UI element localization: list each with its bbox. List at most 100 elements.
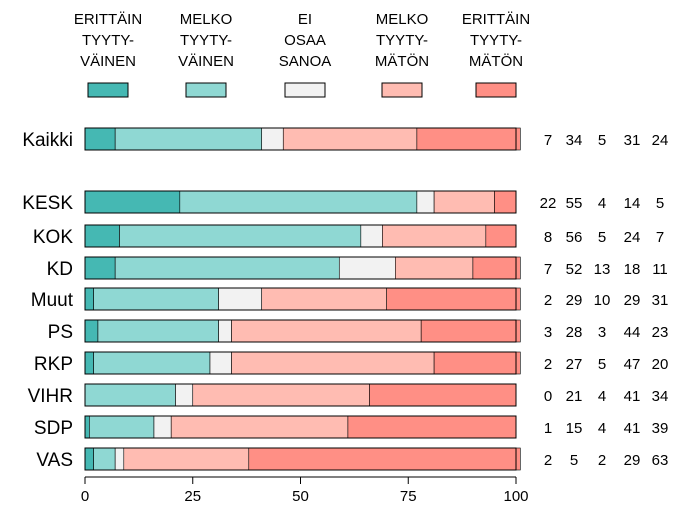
value-label: 31 [624, 132, 641, 149]
bar-segment [416, 190, 435, 214]
legend: ERITTÄIN TYYTY- VÄINEN MELKO TYYTY- VÄINEN EI O… [74, 11, 530, 98]
bar-segment [416, 127, 521, 151]
value-label: 63 [652, 452, 669, 469]
value-label: 10 [594, 292, 611, 309]
bar-segment [338, 256, 396, 280]
value-label: 2 [544, 292, 552, 309]
bar-segment [218, 287, 263, 311]
row-label: PS [48, 322, 73, 343]
bar-outline [84, 383, 517, 407]
legend-label: TYYTY- [470, 32, 522, 49]
bar-outline [84, 351, 517, 375]
legend-swatch [185, 82, 227, 98]
legend-swatch [284, 82, 326, 98]
bar-segment [84, 447, 94, 471]
bar-segment [175, 383, 194, 407]
bar-segment [192, 383, 370, 407]
bar-segment [360, 224, 383, 248]
bar-segment [84, 224, 120, 248]
value-label: 21 [566, 388, 583, 405]
value-label: 39 [652, 420, 669, 437]
value-label: 5 [656, 195, 664, 212]
row-label: SDP [34, 418, 73, 439]
legend-label: VÄINEN [80, 53, 136, 70]
bar-segment [382, 224, 487, 248]
value-label: 5 [598, 132, 606, 149]
bar-outline [84, 319, 517, 343]
value-label: 47 [624, 356, 641, 373]
bar-segment [114, 447, 125, 471]
bar-segment [261, 127, 284, 151]
value-label: 15 [566, 420, 583, 437]
bar-segment [170, 415, 349, 439]
bar-segment [261, 287, 387, 311]
bar-segment [248, 447, 521, 471]
value-label: 27 [566, 356, 583, 373]
legend-label: MÄTÖN [469, 52, 523, 70]
value-label: 4 [598, 388, 606, 405]
value-label: 52 [566, 261, 583, 278]
x-tick-label: 25 [184, 488, 201, 505]
value-label: 5 [598, 356, 606, 373]
legend-label: TYYTY- [376, 32, 428, 49]
value-label: 7 [544, 261, 552, 278]
bar-segment [282, 127, 418, 151]
value-label: 34 [566, 132, 583, 149]
value-label: 14 [624, 195, 641, 212]
bar-segment [93, 287, 219, 311]
bar-outline [84, 287, 517, 311]
bar-segment [218, 319, 232, 343]
bar-outline [84, 415, 517, 439]
row-label: RKP [34, 354, 73, 375]
value-label: 56 [566, 229, 583, 246]
x-tick-label: 0 [81, 488, 89, 505]
bar-segment [84, 415, 90, 439]
bar-segment [420, 319, 521, 343]
bar-segment [386, 287, 521, 311]
legend-label: OSAA [284, 32, 326, 49]
bar-segment [347, 415, 517, 439]
value-label: 34 [652, 388, 669, 405]
bar-outline [84, 224, 517, 248]
value-label: 41 [624, 420, 641, 437]
bar-segment [369, 383, 517, 407]
bar-outline [84, 190, 517, 214]
value-label: 2 [544, 356, 552, 373]
value-label: 7 [544, 132, 552, 149]
bar-segment [84, 383, 176, 407]
value-label: 1 [544, 420, 552, 437]
value-label: 3 [544, 324, 552, 341]
value-label: 2 [544, 452, 552, 469]
bar-segment [93, 447, 116, 471]
value-label: 44 [624, 324, 641, 341]
bar-segment [114, 256, 340, 280]
row-label: Muut [31, 290, 74, 311]
value-label: 0 [544, 388, 552, 405]
value-label: 28 [566, 324, 583, 341]
value-label: 8 [544, 229, 552, 246]
row-label: VAS [36, 450, 73, 471]
value-label: 23 [652, 324, 669, 341]
bar-segment [84, 127, 116, 151]
row-label: KESK [22, 193, 73, 214]
bar-segment [119, 224, 362, 248]
value-label: 3 [598, 324, 606, 341]
bar-segment [485, 224, 517, 248]
bar-segment [84, 256, 116, 280]
bars [84, 127, 521, 471]
legend-label: SANOA [279, 53, 332, 70]
row-labels: Kaikki KESK KOK KD Muut PS RKP VIHR SDP VAS [22, 130, 73, 471]
value-label: 29 [624, 292, 641, 309]
value-label: 4 [598, 420, 606, 437]
x-tick-label: 100 [503, 488, 528, 505]
legend-label: EI [298, 11, 312, 28]
value-label: 7 [656, 229, 664, 246]
x-tick-label: 50 [292, 488, 309, 505]
x-tick-label: 75 [400, 488, 417, 505]
bar-segment [395, 256, 474, 280]
bar-segment [97, 319, 219, 343]
bar-segment [209, 351, 232, 375]
value-label: 31 [652, 292, 669, 309]
